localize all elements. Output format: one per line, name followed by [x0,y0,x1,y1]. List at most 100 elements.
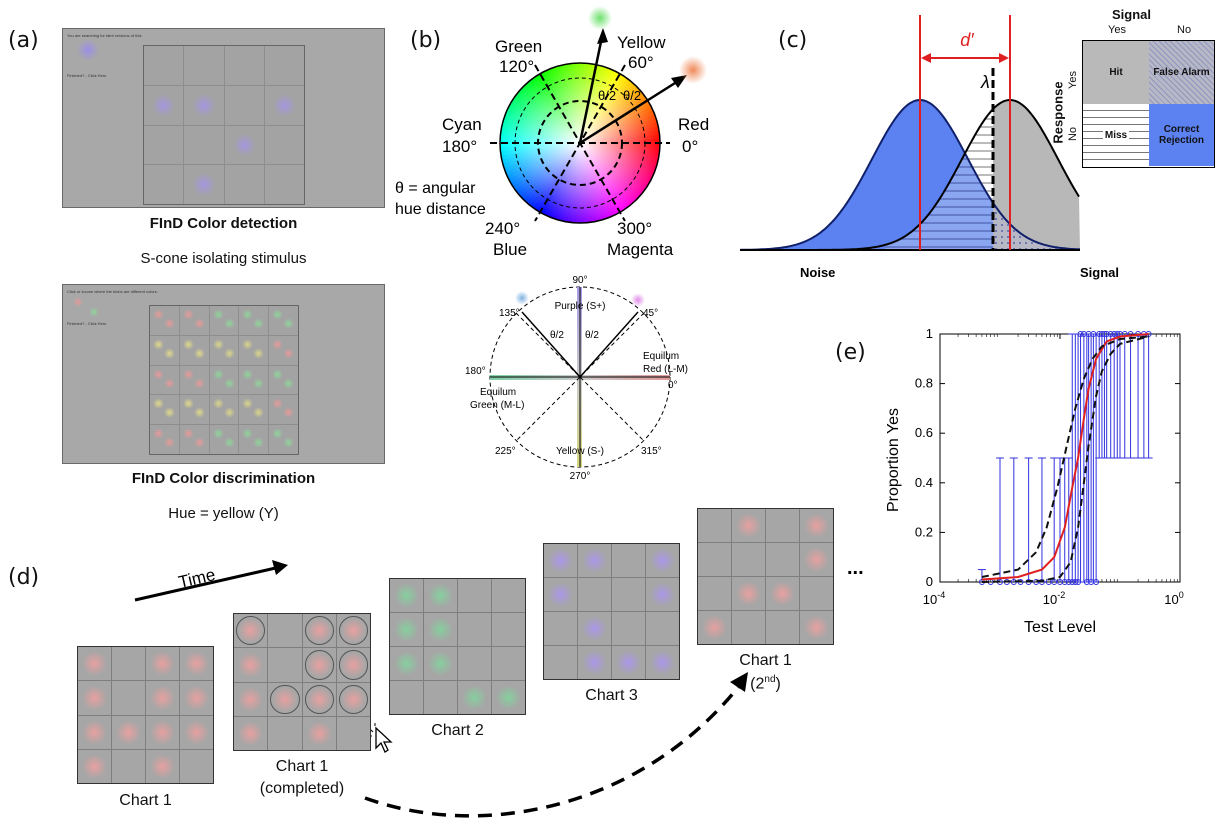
grid-cell[interactable] [179,425,209,454]
grid-cell[interactable] [209,335,239,365]
chart-cell[interactable] [268,716,302,750]
chart-cell[interactable] [544,578,577,611]
chart-cell[interactable] [732,509,765,542]
grid-cell[interactable] [150,365,179,395]
chart-cell[interactable] [234,648,268,682]
grid-cell[interactable] [179,365,209,395]
grid-cell[interactable] [264,46,304,85]
chart-cell[interactable] [268,682,302,716]
chart-cell[interactable] [458,579,491,612]
grid-cell[interactable] [150,395,179,425]
chart-cell[interactable] [78,681,111,715]
chart-cell[interactable] [424,613,457,646]
chart-cell[interactable] [544,646,577,679]
chart-cell[interactable] [732,577,765,610]
grid-cell[interactable] [224,46,264,85]
chart-cell[interactable] [112,681,145,715]
grid-cell[interactable] [239,395,269,425]
chart-cell[interactable] [732,611,765,644]
chart-cell[interactable] [390,647,423,680]
chart-cell[interactable] [336,648,370,682]
grid-cell[interactable] [150,306,179,335]
chart-cell[interactable] [146,715,179,749]
chart-cell[interactable] [112,749,145,783]
chart-cell[interactable] [492,647,525,680]
chart-cell[interactable] [390,681,423,714]
chart-cell[interactable] [492,579,525,612]
grid-cell[interactable] [150,335,179,365]
grid-cell[interactable] [239,306,269,335]
chart-cell[interactable] [766,509,799,542]
chart-cell[interactable] [180,715,213,749]
chart-cell[interactable] [612,612,645,645]
chart-cell[interactable] [698,543,731,576]
chart-cell[interactable] [234,614,268,648]
chart-cell[interactable] [544,612,577,645]
grid-cell[interactable] [239,365,269,395]
grid-cell[interactable] [209,395,239,425]
chart-cell[interactable] [578,612,611,645]
grid-cell[interactable] [264,85,304,125]
chart-cell[interactable] [800,577,833,610]
chart-cell[interactable] [336,716,370,750]
chart-cell[interactable] [800,543,833,576]
grid-cell[interactable] [224,85,264,125]
grid-cell[interactable] [184,125,224,165]
chart-cell[interactable] [732,543,765,576]
grid-cell[interactable] [150,425,179,454]
chart-cell[interactable] [766,611,799,644]
grid-cell[interactable] [269,306,298,335]
chart-cell[interactable] [612,646,645,679]
chart-cell[interactable] [458,647,491,680]
grid-cell[interactable] [144,85,184,125]
chart-cell[interactable] [766,543,799,576]
grid-cell[interactable] [269,425,298,454]
grid-cell[interactable] [209,365,239,395]
chart-cell[interactable] [424,647,457,680]
chart-cell[interactable] [112,647,145,681]
chart-cell[interactable] [180,749,213,783]
chart-cell[interactable] [390,613,423,646]
grid-cell[interactable] [179,395,209,425]
chart-cell[interactable] [302,682,336,716]
chart-cell[interactable] [78,715,111,749]
grid-cell[interactable] [179,306,209,335]
grid-cell[interactable] [184,46,224,85]
chart-cell[interactable] [698,509,731,542]
chart-cell[interactable] [268,648,302,682]
grid-cell[interactable] [239,425,269,454]
grid-cell[interactable] [144,125,184,165]
chart-cell[interactable] [612,544,645,577]
grid-cell[interactable] [184,165,224,204]
chart-cell[interactable] [698,577,731,610]
chart-cell[interactable] [492,613,525,646]
chart-cell[interactable] [578,646,611,679]
chart-cell[interactable] [112,715,145,749]
grid-cell[interactable] [264,125,304,165]
chart-cell[interactable] [578,578,611,611]
chart-cell[interactable] [302,614,336,648]
chart-cell[interactable] [646,544,679,577]
grid-cell[interactable] [269,365,298,395]
discrimination-finished-link[interactable]: Finished? - Click Here [67,321,107,326]
chart-cell[interactable] [800,509,833,542]
chart-cell[interactable] [336,682,370,716]
grid-cell[interactable] [264,165,304,204]
chart-cell[interactable] [78,749,111,783]
chart-cell[interactable] [146,647,179,681]
chart-cell[interactable] [180,681,213,715]
chart-cell[interactable] [146,681,179,715]
chart-cell[interactable] [458,681,491,714]
chart-cell[interactable] [800,611,833,644]
chart-cell[interactable] [268,614,302,648]
chart-cell[interactable] [492,681,525,714]
grid-cell[interactable] [239,335,269,365]
chart-cell[interactable] [612,578,645,611]
chart-cell[interactable] [646,646,679,679]
chart-cell[interactable] [180,647,213,681]
grid-cell[interactable] [144,165,184,204]
grid-cell[interactable] [144,46,184,85]
chart-cell[interactable] [698,611,731,644]
chart-cell[interactable] [302,716,336,750]
grid-cell[interactable] [224,165,264,204]
